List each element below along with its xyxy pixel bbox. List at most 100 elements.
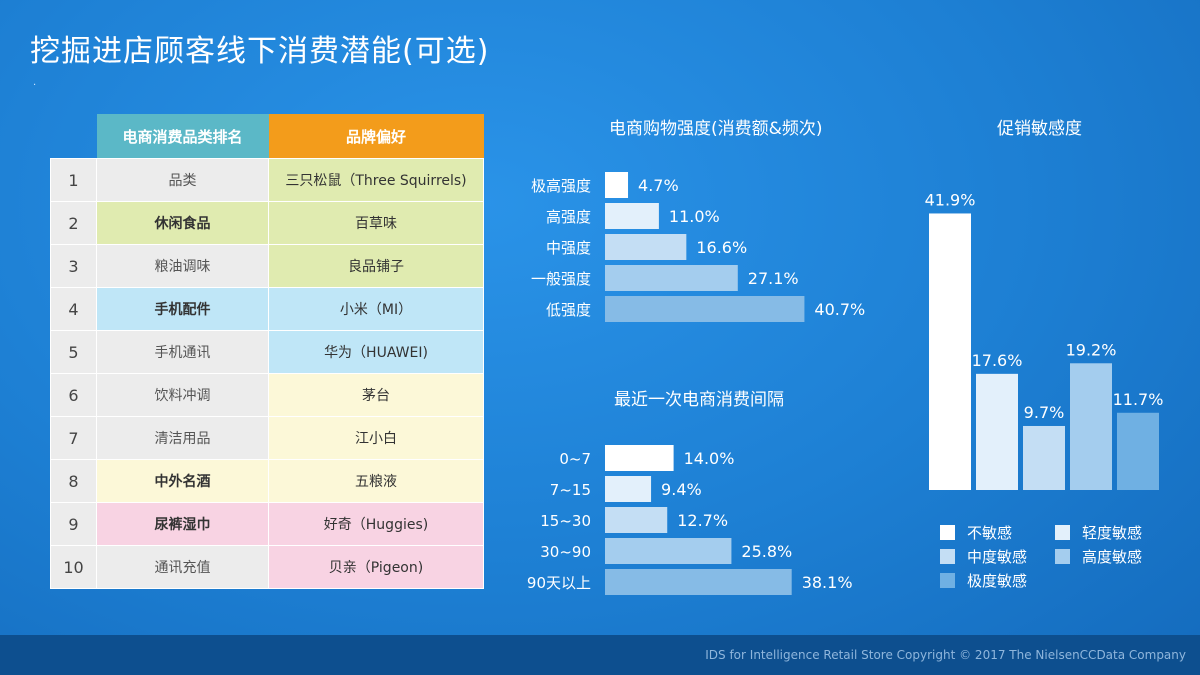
table-row: 3 粮油调味 良品铺子 [50, 244, 484, 288]
interval-bar [605, 476, 652, 502]
promo-value-label: 19.2% [1066, 340, 1117, 359]
table-row: 10 通讯充值 贝亲（Pigeon) [50, 545, 484, 589]
chart-last-purchase-interval: 0~7 14.0% 7~15 9.4% 15~30 12.7% 30~90 25.8% 90天以… [527, 445, 853, 595]
chart-shopping-intensity: 极高强度 4.7% 高强度 11.0% 中强度 16.6% 一般强度 27.1% 低强度 40.7… [531, 172, 865, 322]
category-cell: 手机配件 [96, 287, 269, 331]
promo-legend-swatch [1055, 549, 1070, 564]
promo-value-label: 9.7% [1024, 403, 1065, 422]
intensity-value-label: 11.0% [669, 207, 720, 226]
interval-bar [605, 569, 792, 595]
brand-cell: 小米（MI） [268, 287, 484, 331]
interval-value-label: 12.7% [677, 511, 728, 530]
interval-bar [605, 538, 732, 564]
intensity-value-label: 16.6% [696, 238, 747, 257]
table-row: 2 休闲食品 百草味 [50, 201, 484, 245]
interval-value-label: 25.8% [741, 542, 792, 561]
intensity-value-label: 4.7% [638, 176, 679, 195]
category-cell: 手机通讯 [96, 330, 269, 374]
brand-cell: 三只松鼠（Three Squirrels) [268, 158, 484, 202]
chart-title-interval: 最近一次电商消费间隔 [614, 390, 784, 410]
category-cell: 中外名酒 [96, 459, 269, 503]
category-cell: 品类 [96, 158, 269, 202]
chart-title-promo: 促销敏感度 [997, 119, 1082, 139]
rank-number: 10 [50, 545, 97, 589]
intensity-category-label: 中强度 [546, 239, 591, 257]
promo-legend-label: 高度敏感 [1082, 548, 1142, 566]
intensity-category-label: 高强度 [546, 208, 591, 226]
interval-bar [605, 507, 668, 533]
brand-cell: 江小白 [268, 416, 484, 460]
promo-bar [1070, 363, 1112, 490]
table-row: 4 手机配件 小米（MI） [50, 287, 484, 331]
promo-bar [1023, 425, 1065, 490]
promo-value-label: 17.6% [972, 351, 1023, 370]
table-body: 1 品类 三只松鼠（Three Squirrels) 2 休闲食品 百草味 3 粮油调味 良品铺… [50, 158, 484, 589]
intensity-category-label: 一般强度 [531, 270, 591, 288]
category-cell: 清洁用品 [96, 416, 269, 460]
chart-title-intensity: 电商购物强度(消费额&频次) [609, 119, 823, 139]
table-row: 7 清洁用品 江小白 [50, 416, 484, 460]
promo-value-label: 11.7% [1113, 390, 1164, 409]
header-blank [51, 114, 97, 159]
intensity-bar [605, 172, 629, 198]
footer-bar: IDS for Intelligence Retail Store Copyri… [0, 635, 1200, 675]
table-row: 6 饮料冲调 茅台 [50, 373, 484, 417]
rank-number: 4 [50, 287, 97, 331]
table-row: 8 中外名酒 五粮液 [50, 459, 484, 503]
promo-legend-label: 极度敏感 [967, 572, 1027, 590]
header-brand: 品牌偏好 [268, 114, 484, 159]
intensity-value-label: 27.1% [748, 269, 799, 288]
category-cell: 通讯充值 [96, 545, 269, 589]
table-row: 5 手机通讯 华为（HUAWEI) [50, 330, 484, 374]
interval-value-label: 9.4% [661, 480, 702, 499]
category-cell: 尿裤湿巾 [96, 502, 269, 546]
rank-number: 8 [50, 459, 97, 503]
rank-number: 1 [50, 158, 97, 202]
category-cell: 粮油调味 [96, 244, 269, 288]
brand-cell: 茅台 [268, 373, 484, 417]
rank-number: 5 [50, 330, 97, 374]
rank-number: 7 [50, 416, 97, 460]
table-row: 9 尿裤湿巾 好奇（Huggies) [50, 502, 484, 546]
promo-value-label: 41.9% [925, 190, 976, 209]
brand-cell: 五粮液 [268, 459, 484, 503]
interval-category-label: 15~30 [540, 512, 591, 530]
footer-copyright: IDS for Intelligence Retail Store Copyri… [705, 648, 1186, 662]
interval-category-label: 0~7 [559, 450, 591, 468]
interval-bar [605, 445, 674, 471]
brand-cell: 良品铺子 [268, 244, 484, 288]
brand-cell: 百草味 [268, 201, 484, 245]
rank-number: 6 [50, 373, 97, 417]
interval-category-label: 90天以上 [527, 574, 591, 592]
promo-legend-swatch [940, 525, 955, 540]
promo-bar [929, 213, 971, 490]
category-cell: 休闲食品 [96, 201, 269, 245]
brand-cell: 贝亲（Pigeon) [268, 545, 484, 589]
category-brand-table: 电商消费品类排名 品牌偏好 1 品类 三只松鼠（Three Squirrels) 2 休… [50, 114, 484, 589]
intensity-bar [605, 296, 805, 322]
table-row: 1 品类 三只松鼠（Three Squirrels) [50, 158, 484, 202]
promo-legend-label: 中度敏感 [967, 548, 1027, 566]
rank-number: 9 [50, 502, 97, 546]
interval-value-label: 14.0% [684, 449, 735, 468]
interval-category-label: 7~15 [550, 481, 591, 499]
header-category: 电商消费品类排名 [96, 114, 269, 159]
table-header-row: 电商消费品类排名 品牌偏好 [51, 114, 484, 159]
intensity-value-label: 40.7% [814, 300, 865, 319]
promo-bar [1117, 412, 1159, 490]
page-title: 挖掘进店顾客线下消费潜能(可选) [30, 34, 490, 69]
intensity-bar [605, 265, 738, 291]
promo-bar [976, 373, 1018, 490]
rank-number: 2 [50, 201, 97, 245]
promo-legend-swatch [1055, 525, 1070, 540]
promo-legend-swatch [940, 549, 955, 564]
decorative-dot: · [33, 80, 37, 91]
promo-legend-label: 轻度敏感 [1082, 524, 1142, 542]
intensity-category-label: 极高强度 [531, 177, 591, 195]
intensity-bar [605, 234, 687, 260]
interval-value-label: 38.1% [802, 573, 853, 592]
intensity-bar [605, 203, 659, 229]
brand-cell: 好奇（Huggies) [268, 502, 484, 546]
rank-number: 3 [50, 244, 97, 288]
